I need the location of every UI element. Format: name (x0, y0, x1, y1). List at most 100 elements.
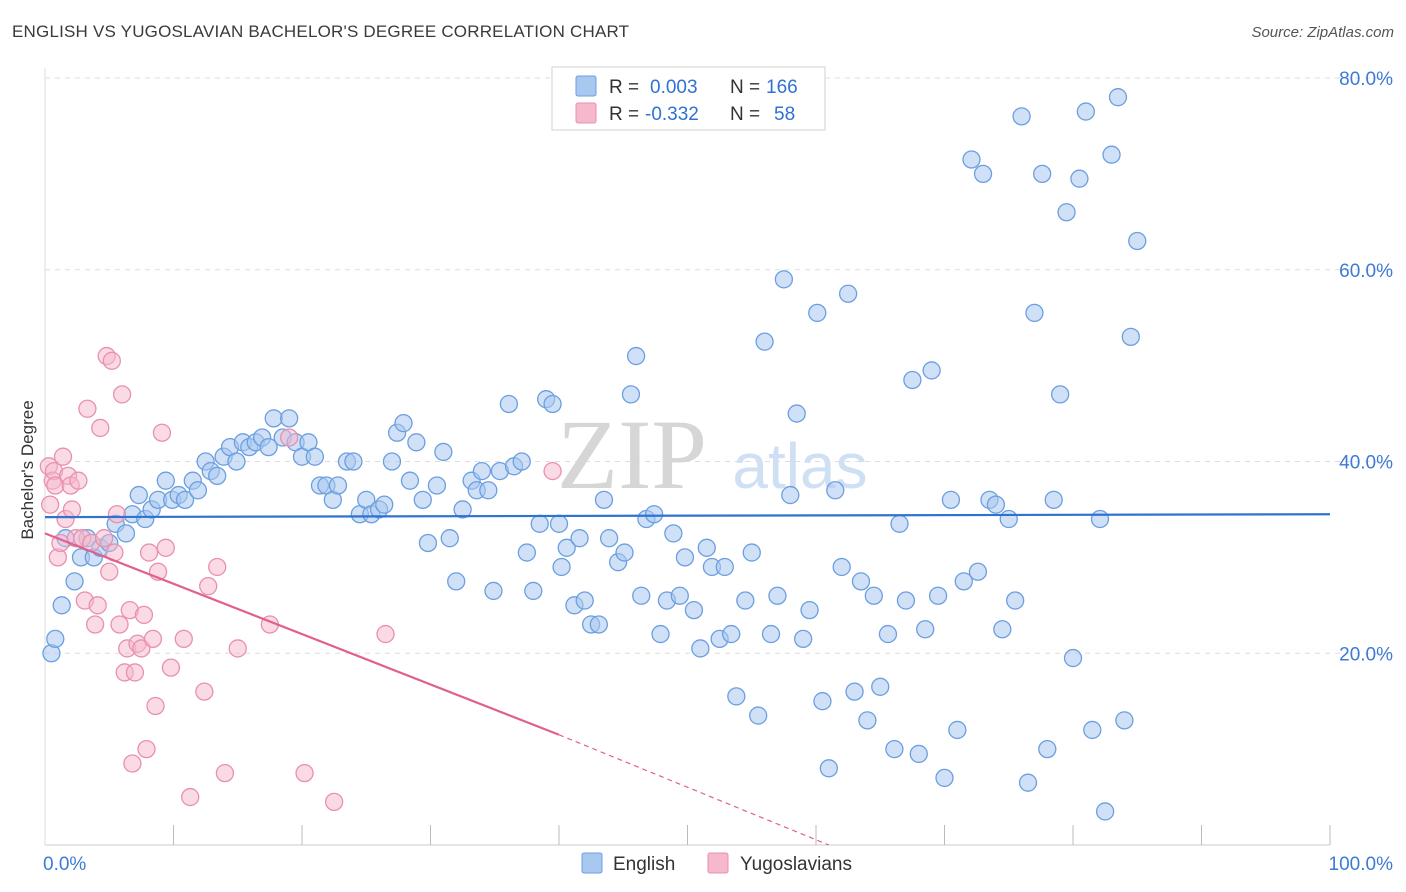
yugoslavians-point (139, 543, 159, 562)
yugoslavians-point (137, 739, 156, 759)
english-point (65, 572, 84, 591)
yugoslavians-point (112, 385, 132, 404)
english-point (328, 476, 348, 495)
english-point (1012, 107, 1031, 126)
english-point (675, 548, 695, 567)
english-point (644, 505, 664, 524)
english-point (52, 596, 71, 615)
english-point (1083, 720, 1102, 740)
english-point (909, 744, 928, 764)
english-point (962, 150, 981, 169)
legend-english-r-value: 0.003 (650, 77, 698, 98)
y-axis-label: Bachelor's Degree (18, 400, 37, 540)
watermark: ZIP atlas (557, 399, 868, 510)
english-point (986, 495, 1006, 514)
legend-yugoslavians-r-label: R = (609, 104, 639, 125)
yugoslavians-point (78, 399, 97, 418)
english-point (664, 524, 683, 543)
english-point (434, 442, 453, 462)
english-point (1102, 145, 1121, 164)
english-point (941, 490, 961, 510)
y-tick-label: 20.0% (1339, 644, 1393, 665)
english-point (156, 471, 175, 490)
english-point (749, 706, 768, 725)
english-point (589, 615, 608, 634)
yugoslavians-point (181, 787, 200, 807)
yugoslavians-point (91, 418, 110, 438)
english-point (632, 586, 651, 605)
series-legend: English Yugoslavians (581, 852, 852, 875)
english-point (832, 557, 851, 577)
axes: 20.0% 40.0% 60.0% 80.0% 0.0% 100.0% (43, 68, 1393, 875)
english-point (1070, 169, 1089, 188)
x-tick-label: 0.0% (43, 854, 86, 875)
english-point (1051, 385, 1070, 404)
yugoslavians-points (39, 346, 562, 812)
yugoslavians-point (174, 629, 193, 649)
english-point (621, 385, 641, 404)
yugoslavians-point (85, 615, 105, 634)
y-tick-label: 80.0% (1339, 69, 1393, 90)
english-point (413, 490, 432, 510)
yugoslavians-point (161, 658, 181, 677)
legend-yugoslavians-n-value: 58 (774, 104, 795, 125)
legend-yugoslavians-n-label: N = (730, 104, 760, 125)
english-point (858, 711, 877, 730)
english-point (774, 270, 794, 289)
yugoslavians-point (279, 428, 299, 447)
english-point (993, 620, 1012, 639)
english-point (845, 682, 864, 701)
english-point (794, 629, 813, 649)
yugoslavians-point (543, 461, 562, 481)
english-points (42, 88, 1147, 821)
yugoslavians-point (208, 557, 227, 577)
yugoslavians-point (110, 615, 129, 634)
english-point (736, 591, 755, 610)
english-point (691, 639, 710, 658)
yugoslavians-point (295, 763, 314, 783)
y-tick-label: 60.0% (1339, 261, 1393, 282)
english-point (903, 370, 922, 390)
english-point (935, 768, 954, 788)
legend-yugoslavians-r-value: -0.332 (645, 104, 699, 125)
yugoslavians-trend-line (44, 532, 560, 736)
english-point (890, 514, 909, 533)
yugoslavians-point (40, 495, 60, 514)
chart-title: ENGLISH VS YUGOSLAVIAN BACHELOR'S DEGREE… (12, 22, 630, 41)
english-point (552, 557, 571, 577)
english-point (447, 572, 466, 591)
y-tick-label: 40.0% (1339, 453, 1393, 474)
english-point (722, 624, 741, 644)
yugoslavians-point (215, 763, 235, 783)
trend-lines (44, 513, 1331, 846)
english-point (1063, 648, 1083, 668)
legend-english-n-label: N = (730, 77, 760, 98)
english-point (885, 739, 904, 759)
english-point (928, 586, 948, 605)
yugoslavians-trend-extension (558, 734, 830, 846)
source-label: Source: ZipAtlas.com (1251, 24, 1394, 41)
yugoslavians-point (53, 447, 73, 466)
english-point (407, 433, 426, 452)
english-point (305, 447, 325, 466)
english-point (557, 538, 576, 557)
english-point (1115, 711, 1134, 730)
yugoslavians-point (69, 471, 88, 490)
english-point (46, 629, 65, 649)
english-point (375, 495, 394, 514)
yugoslavians-point (146, 696, 165, 716)
english-point (440, 529, 459, 548)
legend-english-n-value: 166 (766, 77, 798, 98)
yugoslavians-point (88, 596, 107, 615)
english-point (787, 404, 806, 423)
english-point (594, 490, 614, 510)
english-point (570, 529, 589, 548)
yugoslavians-point (195, 682, 214, 701)
english-point (1018, 773, 1038, 792)
english-point (484, 581, 503, 601)
english-point (116, 524, 136, 543)
english-point (543, 394, 562, 414)
english-point (427, 476, 447, 495)
english-trend-line (44, 513, 1331, 519)
english-point (394, 413, 413, 433)
